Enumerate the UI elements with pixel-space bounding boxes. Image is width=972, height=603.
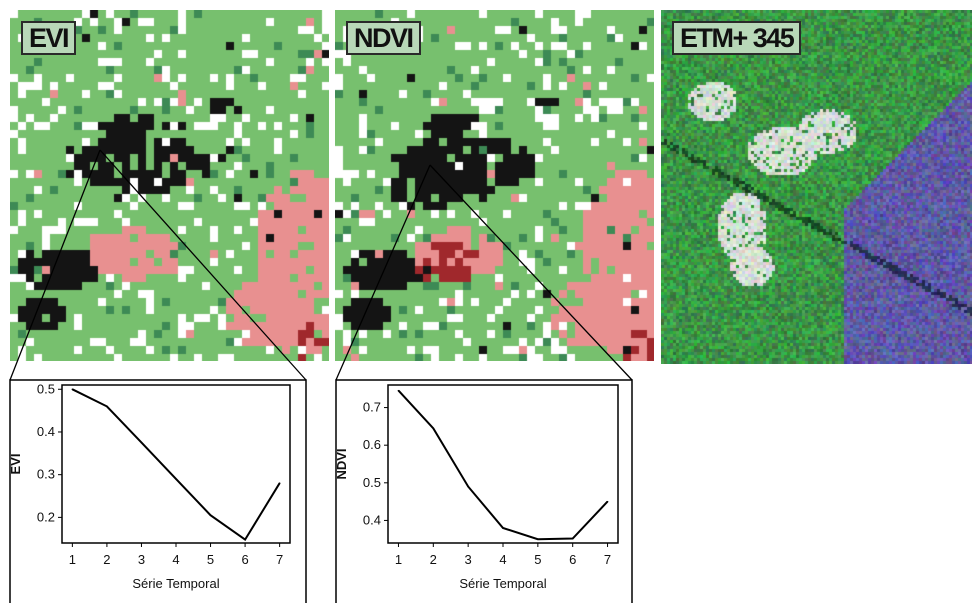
evi-map-panel: EVI — [10, 10, 329, 361]
y-axis-title: NDVI — [334, 448, 349, 479]
zoom-frame — [335, 379, 633, 603]
x-axis-title: Série Temporal — [459, 576, 546, 591]
evi-connector-right — [99, 149, 307, 381]
x-tick-label: 4 — [499, 552, 506, 567]
y-tick-label: 0.5 — [363, 475, 381, 490]
data-point — [467, 485, 469, 488]
x-tick-label: 6 — [241, 552, 248, 567]
evi-classification-map — [10, 10, 329, 361]
ndvi-connector-right — [429, 164, 633, 381]
x-tick-label: 3 — [138, 552, 145, 567]
y-tick-label: 0.7 — [363, 400, 381, 415]
data-point — [537, 538, 539, 541]
y-axis-title: EVI — [8, 454, 23, 475]
x-tick-label: 2 — [430, 552, 437, 567]
data-point — [278, 482, 281, 485]
x-tick-label: 5 — [534, 552, 541, 567]
zoom-connector-lines — [9, 149, 633, 381]
ndvi-map-panel: NDVI — [335, 10, 654, 361]
ndvi-connector-left — [335, 164, 431, 381]
data-point — [209, 514, 212, 517]
data-point — [606, 500, 609, 503]
data-point — [140, 441, 143, 444]
x-tick-label: 4 — [172, 552, 179, 567]
y-tick-label: 0.5 — [37, 381, 55, 396]
x-axis-title: Série Temporal — [132, 576, 219, 591]
data-point — [106, 405, 108, 408]
data-point — [244, 538, 246, 541]
ndvi-map-label: NDVI — [346, 21, 421, 55]
etm-image-label: ETM+ 345 — [672, 21, 802, 55]
y-tick-label: 0.2 — [37, 509, 55, 524]
x-tick-label: 2 — [103, 552, 110, 567]
y-tick-label: 0.3 — [37, 467, 55, 482]
x-tick-label: 3 — [465, 552, 472, 567]
data-point — [175, 478, 177, 480]
data-point — [502, 527, 504, 529]
y-tick-label: 0.4 — [363, 512, 381, 527]
ndvi-chart: 1 2 3 4 5 6 7 0.4 0.5 0.6 0.7 Série Temporal NDVI — [334, 379, 633, 603]
etm-satellite-image — [661, 10, 972, 364]
evi-connector-left — [9, 149, 101, 381]
x-tick-label: 7 — [276, 552, 283, 567]
x-tick-label: 7 — [604, 552, 611, 567]
plot-area — [61, 384, 291, 544]
evi-chart: 1 2 3 4 5 6 7 0.2 0.3 0.4 0.5 Série Temporal EVI — [8, 379, 307, 603]
evi-map-label: EVI — [21, 21, 77, 55]
x-tick-label: 6 — [569, 552, 576, 567]
y-tick-label: 0.6 — [363, 437, 381, 452]
x-tick-label: 1 — [395, 552, 402, 567]
data-point — [432, 427, 435, 430]
zoom-frame — [9, 379, 307, 603]
etm-image-panel: ETM+ 345 — [661, 10, 972, 364]
ndvi-classification-map — [335, 10, 654, 361]
data-point — [71, 388, 74, 391]
y-tick-label: 0.4 — [37, 424, 55, 439]
x-tick-label: 5 — [207, 552, 214, 567]
data-point — [571, 537, 574, 540]
x-tick-label: 1 — [69, 552, 76, 567]
data-point — [397, 389, 400, 392]
plot-area — [387, 384, 619, 544]
